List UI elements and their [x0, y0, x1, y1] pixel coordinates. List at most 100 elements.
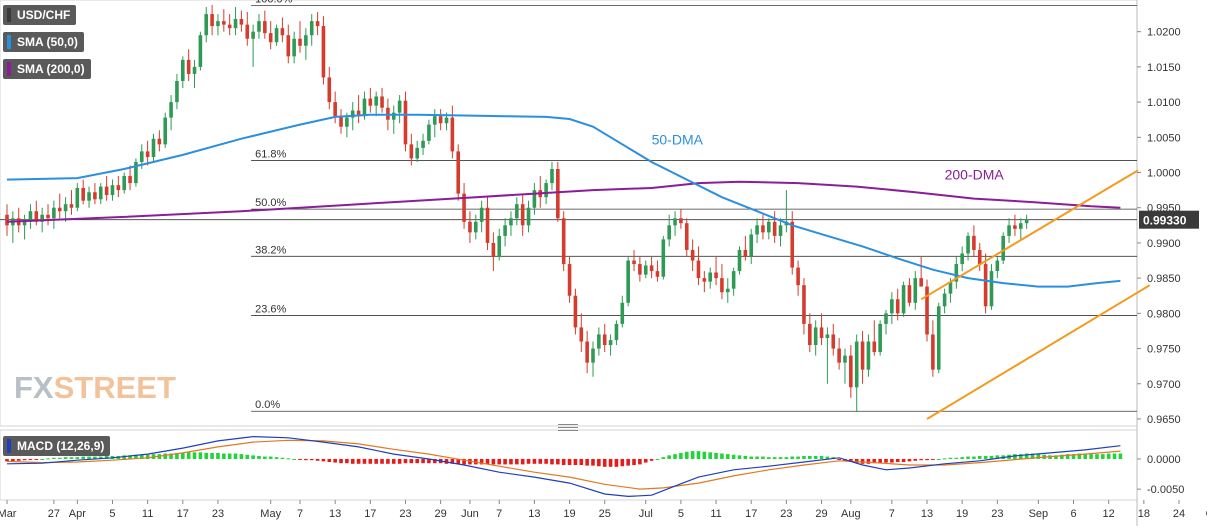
sma50-swatch [7, 35, 11, 49]
macd-histogram-bar [983, 455, 988, 459]
candle-body [772, 221, 777, 236]
macd-histogram-bar [98, 456, 103, 459]
macd-histogram-bar [216, 452, 220, 459]
candle-body [708, 272, 712, 282]
price-tick-label: 0.9850 [1147, 273, 1181, 285]
current-price-tag [1139, 210, 1199, 229]
macd-histogram-bar [75, 457, 80, 459]
macd-histogram-bar [87, 456, 91, 459]
macd-histogram-bar [1065, 454, 1070, 459]
macd-histogram-bar [989, 455, 994, 459]
macd-histogram-bar [1030, 453, 1035, 459]
macd-legend: MACD (12,26,9) [3, 436, 111, 456]
x-tick-label: 7 [297, 508, 303, 520]
macd-histogram-bar [860, 458, 865, 464]
candle-body [878, 323, 882, 353]
candle-body [274, 28, 279, 43]
candle-body [503, 225, 507, 236]
candle-body [345, 117, 349, 127]
macd-histogram-bar [966, 456, 970, 459]
macd-histogram-bar [602, 458, 607, 467]
price-tick-label: 1.0100 [1147, 97, 1181, 109]
candle-body [509, 218, 513, 226]
macd-histogram-bar [1024, 453, 1029, 459]
candle-body [696, 260, 701, 279]
candle-body [720, 278, 724, 293]
macd-histogram-bar [52, 457, 56, 459]
x-tick-label: Oct [1206, 508, 1207, 520]
x-tick-label: Jul [639, 508, 653, 520]
macd-histogram-bar [128, 455, 132, 459]
symbol-label: USD/CHF [3, 5, 77, 25]
candle-body [667, 225, 671, 240]
macd-histogram-bar [233, 453, 238, 459]
candle-body [309, 21, 314, 36]
x-tick-label: 13 [921, 508, 933, 520]
candle-body [462, 193, 466, 222]
x-tick-label: 6 [1070, 508, 1076, 520]
macd-histogram-bar [690, 451, 695, 459]
candle-body [169, 102, 173, 118]
candle-body [515, 204, 519, 219]
macd-histogram-bar [268, 456, 273, 459]
macd-histogram-bar [374, 458, 378, 464]
candle-body [63, 204, 68, 212]
fib-level-label: 100.0% [255, 0, 293, 6]
candle-body [397, 100, 402, 113]
x-tick-label: Aug [841, 508, 861, 520]
macd-histogram-bar [280, 457, 285, 459]
macd-histogram-bar [942, 458, 947, 460]
candle-body [362, 98, 367, 117]
macd-histogram-bar [509, 458, 513, 465]
macd-histogram-bar [638, 458, 642, 465]
macd-histogram-bar [1101, 454, 1105, 459]
candle-body [884, 313, 888, 324]
candle-body [427, 124, 431, 141]
macd-histogram-bar [444, 458, 449, 464]
x-tick-label: 27 [48, 508, 60, 520]
candle-body [327, 77, 332, 103]
macd-legend-text: MACD (12,26,9) [17, 439, 105, 453]
candle-body [901, 285, 906, 314]
candle-body [286, 35, 291, 57]
macd-histogram-bar [227, 453, 232, 459]
logo-fx: FX [14, 370, 54, 405]
candle-body [222, 21, 226, 25]
macd-histogram-bar [503, 458, 507, 465]
macd-histogram-bar [591, 458, 595, 466]
candle-body [761, 225, 765, 233]
candle-body [573, 295, 578, 328]
macd-histogram-bar [198, 452, 203, 459]
candle-body [602, 334, 607, 346]
candle-body [860, 341, 865, 370]
pane-resize-handle[interactable] [558, 424, 578, 431]
macd-histogram-bar [409, 458, 414, 464]
candle-body [145, 151, 150, 158]
x-tick-label: Sep [1029, 508, 1049, 520]
macd-histogram-bar [485, 458, 490, 465]
candle-body [849, 355, 853, 388]
x-tick-label: 5 [109, 508, 115, 520]
candle-body [843, 355, 847, 363]
macd-histogram-bar [1054, 455, 1058, 459]
macd-histogram-bar [626, 458, 630, 466]
macd-histogram-bar [245, 454, 250, 459]
price-tick-label: 0.9750 [1147, 344, 1181, 356]
macd-histogram-bar [386, 458, 390, 464]
channel-upper-line [920, 169, 1139, 301]
macd-histogram-bar [16, 458, 21, 461]
macd-swatch [7, 439, 11, 453]
macd-histogram-bar [796, 456, 800, 459]
candle-body [661, 239, 666, 277]
candle-body [643, 265, 648, 275]
macd-histogram-bar [948, 457, 953, 459]
candle-body [116, 185, 121, 191]
macd-histogram-bar [960, 457, 964, 459]
macd-histogram-bar [456, 458, 461, 464]
candle-body [491, 242, 496, 258]
macd-histogram-bar [579, 458, 584, 465]
candle-body [57, 207, 62, 212]
candle-body [749, 234, 754, 258]
candle-body [632, 260, 636, 265]
macd-histogram-bar [432, 458, 437, 464]
